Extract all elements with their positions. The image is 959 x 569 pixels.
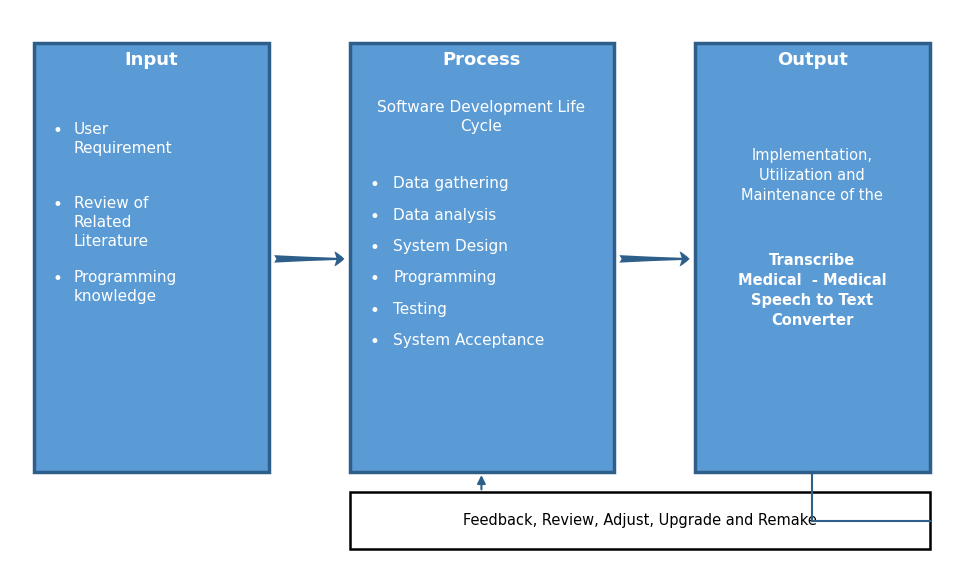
- Text: Software Development Life
Cycle: Software Development Life Cycle: [377, 100, 586, 134]
- Text: •: •: [369, 333, 379, 351]
- Text: Data gathering: Data gathering: [393, 176, 509, 191]
- Text: •: •: [369, 176, 379, 195]
- Text: •: •: [369, 302, 379, 320]
- FancyBboxPatch shape: [350, 492, 930, 549]
- Text: Feedback, Review, Adjust, Upgrade and Remake: Feedback, Review, Adjust, Upgrade and Re…: [463, 513, 817, 528]
- FancyBboxPatch shape: [34, 43, 269, 472]
- Text: •: •: [369, 270, 379, 288]
- Text: System Design: System Design: [393, 239, 508, 254]
- Text: Input: Input: [125, 51, 177, 69]
- Text: Data analysis: Data analysis: [393, 208, 497, 222]
- Text: •: •: [369, 208, 379, 226]
- Text: Programming: Programming: [393, 270, 497, 285]
- Text: Output: Output: [777, 51, 848, 69]
- Text: System Acceptance: System Acceptance: [393, 333, 545, 348]
- Text: User
Requirement: User Requirement: [74, 122, 173, 156]
- FancyBboxPatch shape: [695, 43, 930, 472]
- Text: Review of
Related
Literature: Review of Related Literature: [74, 196, 149, 249]
- Text: •: •: [53, 196, 62, 215]
- Text: •: •: [53, 122, 62, 141]
- Text: Transcribe
Medical  - Medical
Speech to Text
Converter: Transcribe Medical - Medical Speech to T…: [738, 253, 886, 328]
- Text: Testing: Testing: [393, 302, 447, 316]
- Text: Process: Process: [442, 51, 521, 69]
- Text: •: •: [53, 270, 62, 288]
- Text: Programming
knowledge: Programming knowledge: [74, 270, 177, 304]
- FancyBboxPatch shape: [350, 43, 614, 472]
- Text: •: •: [369, 239, 379, 257]
- Text: Implementation,
Utilization and
Maintenance of the: Implementation, Utilization and Maintena…: [741, 148, 883, 203]
